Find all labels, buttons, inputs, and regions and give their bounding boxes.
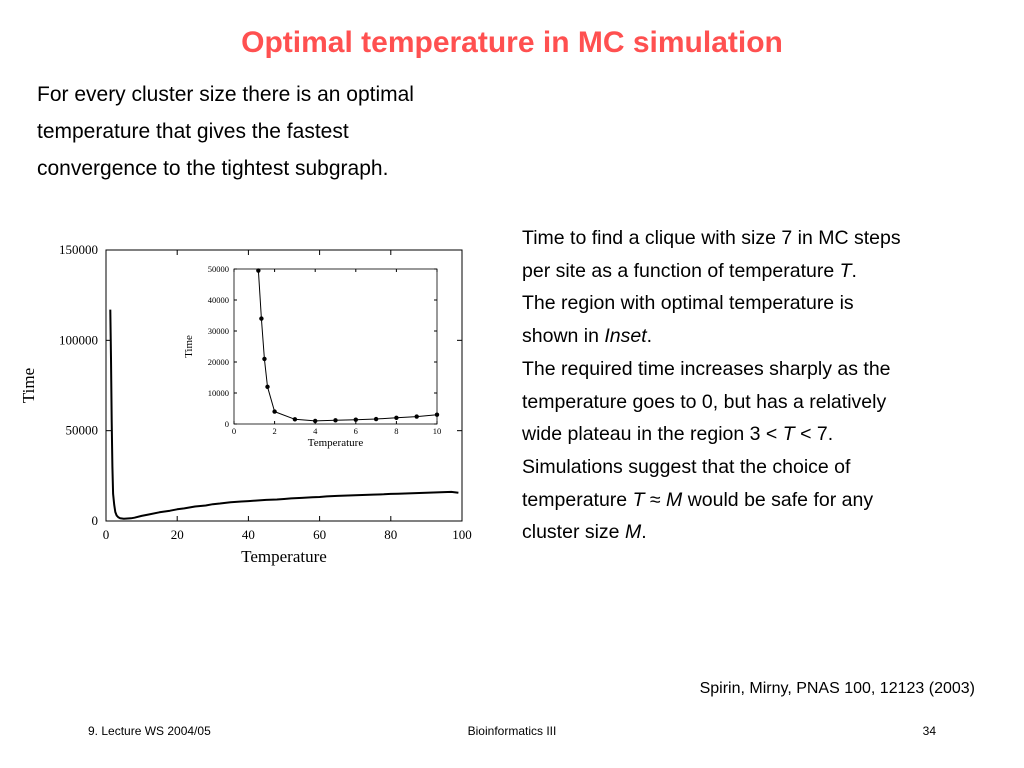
description-run: The region with optimal temperature is bbox=[522, 292, 854, 315]
description-run: Time to find a clique with size 7 in MC … bbox=[522, 227, 901, 249]
inset-data-point bbox=[353, 417, 358, 422]
description-run: cluster size bbox=[522, 521, 625, 544]
description-run: T bbox=[632, 488, 645, 511]
reference-citation: Spirin, Mirny, PNAS 100, 12123 (2003) bbox=[699, 680, 975, 697]
main-x-tick-label: 0 bbox=[103, 527, 110, 542]
description-run: M bbox=[624, 521, 642, 544]
inset-data-point bbox=[313, 418, 318, 424]
inset-series-line bbox=[257, 270, 438, 422]
description-run: Simulations suggest that the choice of bbox=[522, 455, 851, 478]
main-x-tick-label: 20 bbox=[171, 527, 184, 542]
main-series-line bbox=[109, 309, 459, 520]
description-line: temperature T ≈ M would be safe for any bbox=[522, 484, 1002, 517]
description-run: shown in bbox=[522, 325, 605, 348]
inset-y-tick-label: 40000 bbox=[208, 295, 229, 305]
inset-data-point bbox=[414, 414, 419, 419]
description-line: cluster size M. bbox=[522, 516, 1002, 549]
inset-y-axis-label: Time bbox=[183, 335, 195, 358]
inset-data-point bbox=[262, 356, 267, 362]
inset-y-tick-label: 50000 bbox=[208, 264, 229, 274]
description-line: Time to find a clique with size 7 in MC … bbox=[522, 222, 1002, 255]
footer-page-number: 34 bbox=[922, 724, 936, 738]
description-line: temperature goes to 0, but has a relativ… bbox=[522, 386, 1002, 419]
inset-plot: 0 2 4 6 8 10 0 10000 20000 30000 40000 50000 Tempera… bbox=[183, 264, 441, 449]
inset-data-point bbox=[292, 417, 298, 422]
description-run: temperature bbox=[522, 488, 633, 511]
description-line: wide plateau in the region 3 < T < 7. bbox=[522, 418, 1002, 451]
inset-x-axis-label: Temperature bbox=[308, 437, 364, 449]
inset-data-point bbox=[259, 316, 264, 321]
inset-frame bbox=[233, 268, 438, 425]
description-run: < 7. bbox=[794, 423, 834, 446]
inset-x-tick-label: 8 bbox=[394, 426, 398, 436]
time-vs-temperature-chart: 0 20 40 60 80 100050000100000150000Temperatur… bbox=[19, 242, 472, 566]
description-run: T bbox=[839, 259, 852, 282]
description-line: per site as a function of temperature T. bbox=[522, 255, 1002, 288]
description-run: The required time increases sharply as t… bbox=[522, 357, 891, 380]
inset-x-tick-label: 10 bbox=[433, 426, 442, 436]
description-run: would be safe for any bbox=[682, 488, 874, 511]
description-run: ≈ bbox=[644, 488, 667, 511]
description-run: T bbox=[782, 423, 795, 446]
main-x-tick-label: 60 bbox=[313, 527, 326, 542]
main-frame bbox=[105, 249, 463, 522]
inset-x-tick-label: 2 bbox=[272, 426, 276, 436]
main-y-axis-label: Time bbox=[19, 368, 38, 403]
main-x-axis-label: Temperature bbox=[241, 547, 327, 566]
description-line: shown in Inset. bbox=[522, 320, 1002, 353]
description-run: M bbox=[666, 488, 683, 511]
inset-data-point bbox=[265, 384, 270, 389]
inset-y-tick-label: 30000 bbox=[208, 326, 229, 336]
intro-text: For every cluster size there is an optim… bbox=[37, 83, 414, 180]
inset-x-tick-label: 4 bbox=[313, 426, 318, 436]
description-run: per site as a function of temperature bbox=[522, 259, 840, 282]
inset-x-tick-label: 6 bbox=[354, 426, 358, 436]
main-x-tick-label: 100 bbox=[452, 527, 472, 542]
slide-title: Optimal temperature in MC simulation bbox=[241, 26, 783, 59]
inset-data-point bbox=[434, 412, 440, 417]
inset-data-point bbox=[256, 268, 261, 273]
footer-course: Bioinformatics III bbox=[467, 724, 557, 738]
main-y-tick-label: 150000 bbox=[59, 242, 98, 257]
description-run: wide plateau in the region 3 < bbox=[522, 423, 783, 446]
description-run: . bbox=[641, 521, 647, 544]
description-run: Inset bbox=[604, 325, 647, 348]
main-y-tick-label: 0 bbox=[92, 513, 99, 528]
inset-data-point bbox=[394, 415, 399, 420]
inset-y-tick-label: 20000 bbox=[208, 357, 229, 367]
inset-y-tick-label: 10000 bbox=[208, 388, 229, 398]
inset-data-point bbox=[333, 418, 338, 423]
inset-data-point bbox=[272, 409, 277, 414]
description-run: . bbox=[646, 325, 653, 348]
description-run: temperature goes to 0, but has a relativ… bbox=[522, 390, 887, 413]
inset-x-tick-label: 0 bbox=[232, 426, 236, 436]
inset-data-point bbox=[373, 416, 379, 422]
main-x-tick-label: 40 bbox=[242, 527, 255, 542]
inset-y-tick-label: 0 bbox=[225, 419, 229, 429]
main-y-tick-label: 50000 bbox=[66, 423, 99, 438]
main-y-tick-label: 100000 bbox=[59, 332, 98, 347]
description-line: The region with optimal temperature is bbox=[522, 287, 1002, 320]
description-run: . bbox=[851, 259, 857, 282]
description-line: Simulations suggest that the choice of bbox=[522, 451, 1002, 484]
main-plot: 0 20 40 60 80 100050000100000150000Temperatur… bbox=[19, 242, 472, 566]
main-x-tick-label: 80 bbox=[384, 527, 397, 542]
description-text: Time to find a clique with size 7 in MC … bbox=[522, 222, 1002, 549]
description-line: The required time increases sharply as t… bbox=[522, 353, 1002, 386]
footer-lecture: 9. Lecture WS 2004/05 bbox=[88, 724, 211, 738]
